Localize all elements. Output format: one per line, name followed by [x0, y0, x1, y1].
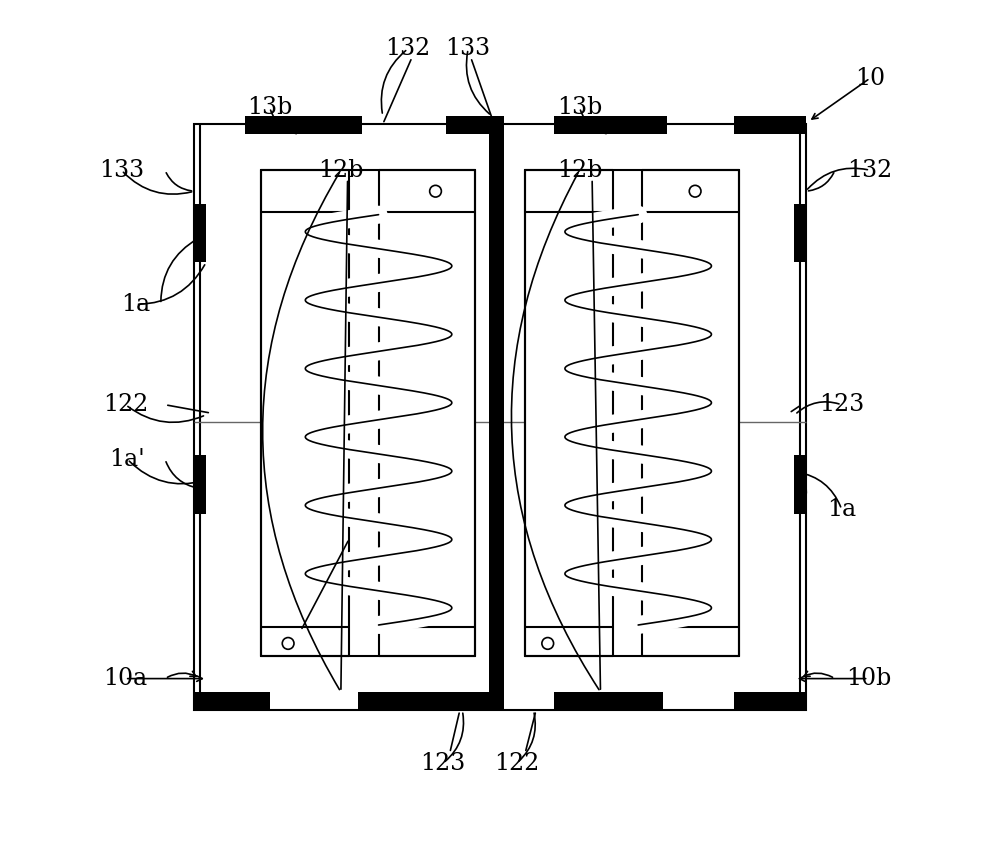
Text: 13b: 13b — [557, 96, 602, 119]
Text: 1a': 1a' — [109, 448, 145, 470]
Bar — [446, 115, 496, 134]
Circle shape — [542, 637, 554, 649]
Bar — [358, 692, 492, 711]
Text: 1a: 1a — [121, 293, 150, 316]
Text: 122: 122 — [103, 393, 148, 416]
Text: 12b: 12b — [318, 158, 364, 182]
Bar — [194, 455, 206, 513]
Bar — [554, 692, 663, 711]
Bar — [554, 115, 667, 134]
Text: 123: 123 — [420, 752, 466, 775]
Text: 10a: 10a — [103, 667, 147, 690]
Bar — [794, 455, 806, 513]
Bar — [734, 115, 806, 134]
Bar — [194, 692, 270, 711]
Text: 132: 132 — [848, 158, 893, 182]
Bar — [194, 204, 206, 262]
Bar — [194, 124, 806, 711]
Text: 133: 133 — [446, 37, 491, 61]
Bar — [261, 170, 475, 656]
Bar — [489, 115, 504, 711]
Circle shape — [689, 185, 701, 197]
Circle shape — [282, 637, 294, 649]
Bar — [245, 115, 362, 134]
Bar — [525, 170, 739, 656]
Text: 1a: 1a — [827, 498, 856, 521]
Text: 122: 122 — [494, 752, 539, 775]
Text: 123: 123 — [819, 393, 864, 416]
Text: 133: 133 — [99, 158, 144, 182]
Text: 13b: 13b — [247, 96, 292, 119]
Text: 132: 132 — [385, 37, 431, 61]
Bar — [734, 692, 806, 711]
Text: 10: 10 — [855, 67, 885, 89]
Text: 12b: 12b — [557, 158, 602, 182]
Bar — [794, 204, 806, 262]
Circle shape — [430, 185, 441, 197]
Text: 10b: 10b — [846, 667, 891, 690]
